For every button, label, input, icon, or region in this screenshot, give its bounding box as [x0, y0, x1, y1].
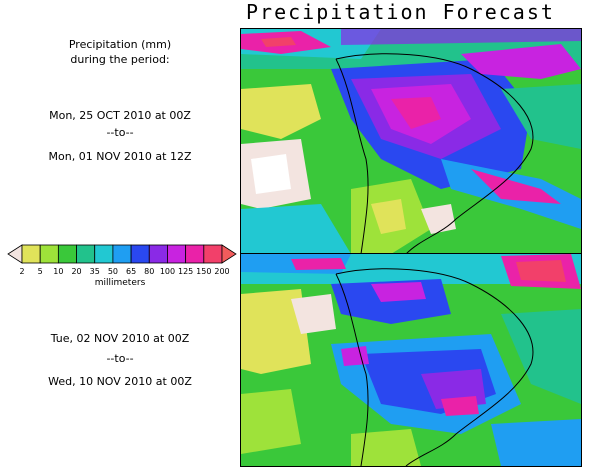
colorbar-segment: [148, 244, 168, 264]
colorbar-arrow-high: [221, 244, 237, 264]
colorbar-tick-label: 10: [53, 267, 63, 276]
legend-units: millimeters: [94, 278, 146, 288]
description-line-2: during the period:: [70, 53, 170, 66]
colorbar-tick-label: 2: [19, 267, 24, 276]
colorbar-tick-label: 125: [178, 267, 193, 276]
colorbar-tick-label: 5: [38, 267, 43, 276]
colorbar-tick-label: 50: [108, 267, 118, 276]
forecast-map-period1: [240, 28, 582, 255]
description-line-1: Precipitation (mm): [68, 38, 172, 51]
colorbar-segment: [57, 244, 77, 264]
colorbar-segment: [203, 244, 223, 264]
forecast-map-period2: [240, 253, 582, 467]
colorbar-segment: [94, 244, 114, 264]
colorbar-segment: [39, 244, 59, 264]
precipitation-colorbar: 2 5 10 20 35 50 65 80 100 125 150 200: [4, 243, 240, 291]
colorbar-arrow-low: [7, 244, 23, 264]
colorbar-tick-label: 80: [144, 267, 154, 276]
colorbar-segment: [112, 244, 132, 264]
period1-separator: --to--: [106, 126, 134, 139]
period2-separator: --to--: [106, 352, 134, 365]
colorbar-segment: [76, 244, 96, 264]
page-title: Precipitation Forecast: [246, 0, 555, 24]
colorbar-segment: [130, 244, 150, 264]
period1-start: Mon, 25 OCT 2010 at 00Z: [49, 109, 191, 122]
colorbar-tick-label: 20: [71, 267, 81, 276]
colorbar-tick-label: 65: [126, 267, 136, 276]
colorbar-segment: [167, 244, 187, 264]
period2-start: Tue, 02 NOV 2010 at 00Z: [50, 332, 190, 345]
period2-end: Wed, 10 NOV 2010 at 00Z: [48, 375, 192, 388]
colorbar-segment: [185, 244, 205, 264]
colorbar-tick-label: 35: [90, 267, 100, 276]
colorbar-segment: [21, 244, 41, 264]
colorbar-tick-label: 200: [214, 267, 229, 276]
period1-end: Mon, 01 NOV 2010 at 12Z: [48, 150, 192, 163]
colorbar-tick-label: 100: [160, 267, 175, 276]
colorbar-tick-label: 150: [196, 267, 211, 276]
